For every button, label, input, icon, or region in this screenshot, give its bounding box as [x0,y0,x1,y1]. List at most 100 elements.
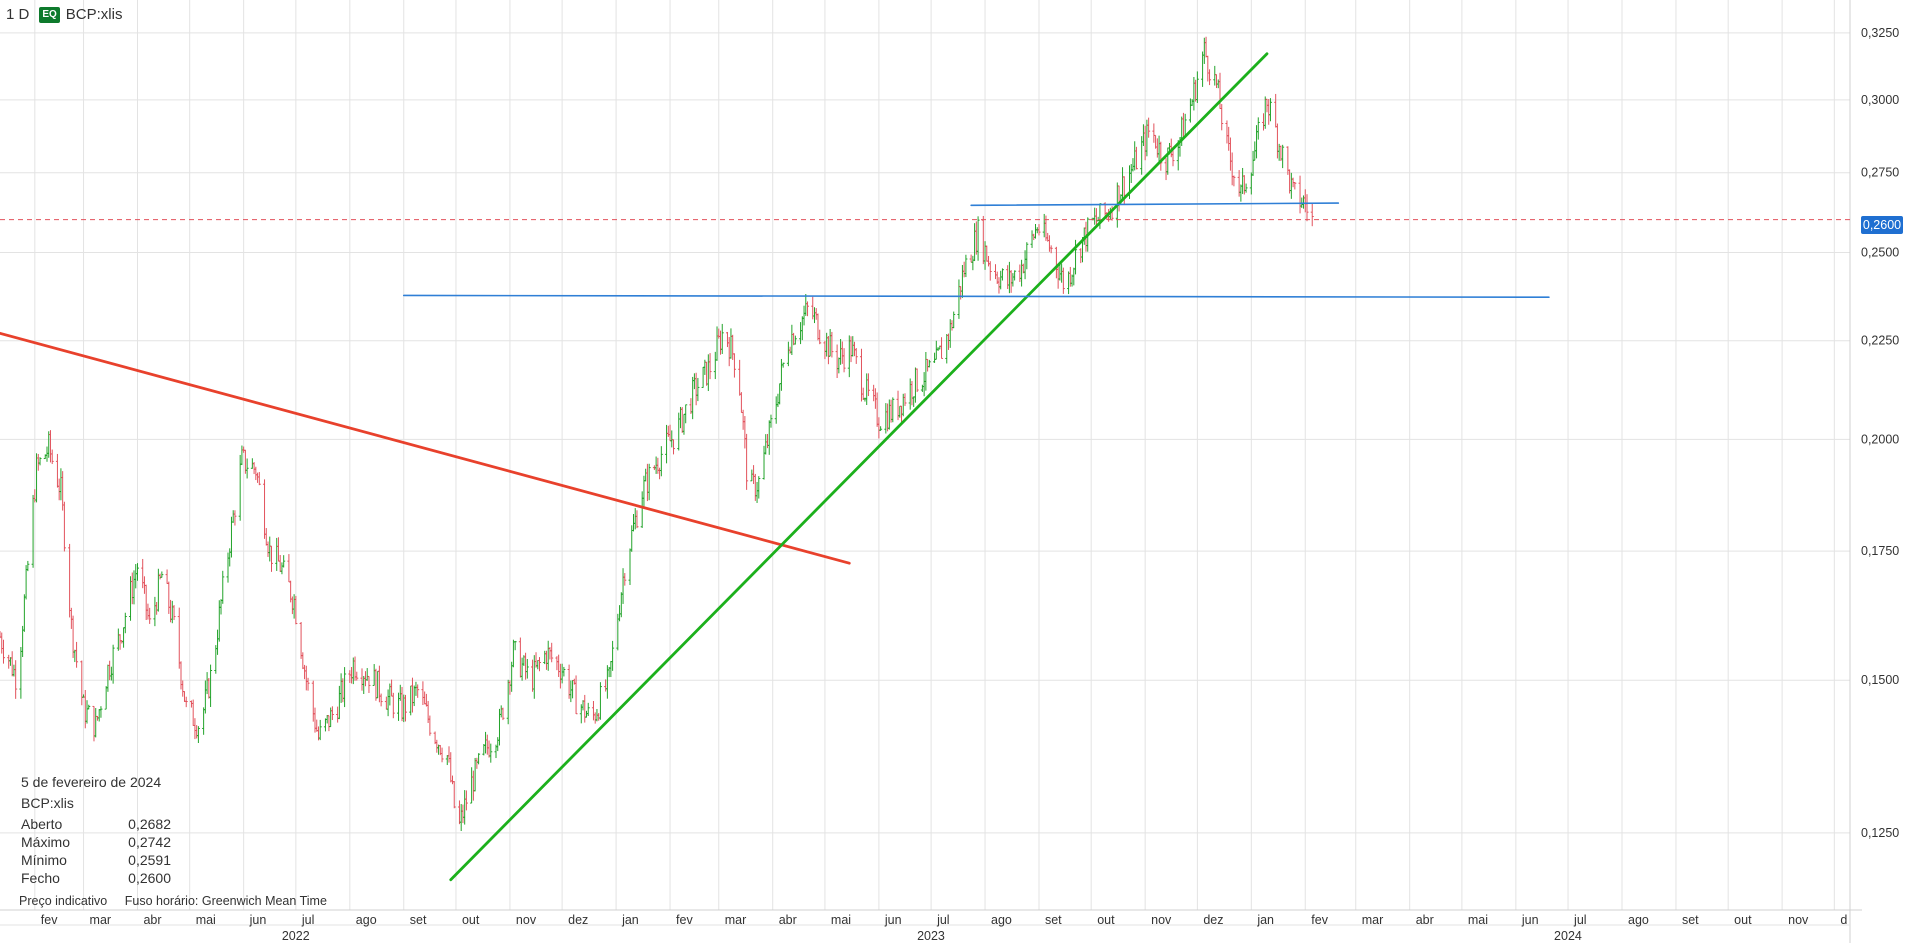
ohlc-bar [999,270,1003,290]
ohlc-bar [765,433,769,449]
ohlc-bar [591,701,595,721]
ohlc-bar [116,628,120,651]
ohlc-bar [1263,96,1267,129]
x-tick-label: set [1682,913,1699,927]
ohlc-bar [73,649,77,663]
ohlc-bar [1034,223,1038,239]
ohlc-bar [1049,245,1053,254]
ohlc-bar [452,781,456,809]
ohlc-bar [108,660,112,681]
x-tick-label: dez [1203,913,1223,927]
ohlc-bar [410,677,414,713]
ohlc-bar [741,409,745,430]
ohlc-bar [767,420,771,455]
ohlc-bar [779,358,783,391]
x-tick-label: set [410,913,427,927]
ohlc-bar [680,407,684,433]
ohlc-bar [343,667,347,708]
ohlc-bar [1239,184,1243,202]
ohlc-bar [1157,135,1161,162]
ohlc-bar [631,513,635,532]
ohlc-bar [242,446,246,453]
ohlc-bar [57,478,61,501]
ohlc-bar [682,413,686,435]
ohlc-bar [913,367,917,403]
ohlc-bar [1155,138,1159,158]
ohlc-bar [1023,250,1027,280]
symbol-label[interactable]: BCP:xlis [65,6,123,23]
ohlc-bar [1303,189,1307,213]
ohlc-bar [256,472,260,483]
ohlc-bar [10,651,14,677]
ohlc-bar [705,361,709,386]
ohlc-bar [621,568,625,604]
ohlc-bar [609,661,613,678]
ohlc-bar [546,640,550,671]
ohlc-bar [240,445,244,466]
ohlc-bar [7,654,11,669]
ohlc-bar [974,221,978,255]
ohlc-bar [586,702,590,717]
ohlc-bar [245,458,249,479]
interval-label[interactable]: 1 D [6,6,30,23]
ohlc-bar [645,463,649,502]
ohlc-bar [146,603,150,620]
ohlc-bar [713,351,717,380]
ohlc-bar [287,554,291,583]
x-tick-label: abr [779,913,797,927]
ohlc-bar [449,752,453,783]
infobox-value: 0,2742 [128,834,171,850]
x-tick-label: mar [725,913,747,927]
x-tick-label: ago [1628,913,1649,927]
equity-badge-icon: EQ [39,6,60,23]
ohlc-bar [543,650,547,665]
x-tick-label: d [1840,913,1847,927]
ohlc-bar [47,431,51,458]
ohlc-bar [252,462,256,475]
ohlc-bar [471,770,475,801]
ohlc-bar [1225,120,1229,144]
ohlc-bar [80,660,84,706]
ohlc-bar [264,528,268,546]
ohlc-bar [1208,69,1212,86]
ohlc-bar [158,573,162,580]
ohlc-bar [207,677,211,699]
ohlc-bar [24,565,28,600]
ohlc-bar [367,675,371,693]
ohlc-bar [1013,270,1017,281]
ohlc-bar [842,348,846,373]
ohlc-bar [800,316,804,341]
ohlc-bar [1195,71,1199,104]
ohlc-bar [659,446,663,477]
ohlc-bar [177,607,181,669]
ohlc-bar [959,286,963,300]
infobox-symbol: BCP:xlis [21,795,74,811]
x-tick-label: nov [1151,913,1172,927]
ohlc-bar [520,657,524,681]
ohlc-bar [153,596,157,627]
ohlc-bar [182,691,186,702]
ohlc-bar [325,714,329,724]
ohlc-bar [597,713,601,721]
ohlc-bar [908,378,912,410]
ohlc-bar [421,681,425,706]
ohlc-bar [1201,51,1205,87]
ohlc-bar [377,665,381,703]
ohlc-bar [155,601,159,615]
ohlc-bar [275,537,279,571]
ohlc-bar [85,700,89,724]
ohlc-bar [717,328,721,339]
ohlc-bar [1061,267,1065,294]
ohlc-bar [83,689,87,729]
ohlc-bar [786,341,790,367]
ohlc-bar [1227,126,1231,151]
infobox-label: Fecho [21,870,60,886]
ohlc-bar [1244,183,1248,193]
ohlc-bar [762,445,766,480]
ohlc-bar [793,335,797,345]
year-label: 2023 [917,929,945,943]
ohlc-bar [828,328,832,357]
ohlc-bar [59,468,63,501]
ohlc-bar [337,685,341,720]
